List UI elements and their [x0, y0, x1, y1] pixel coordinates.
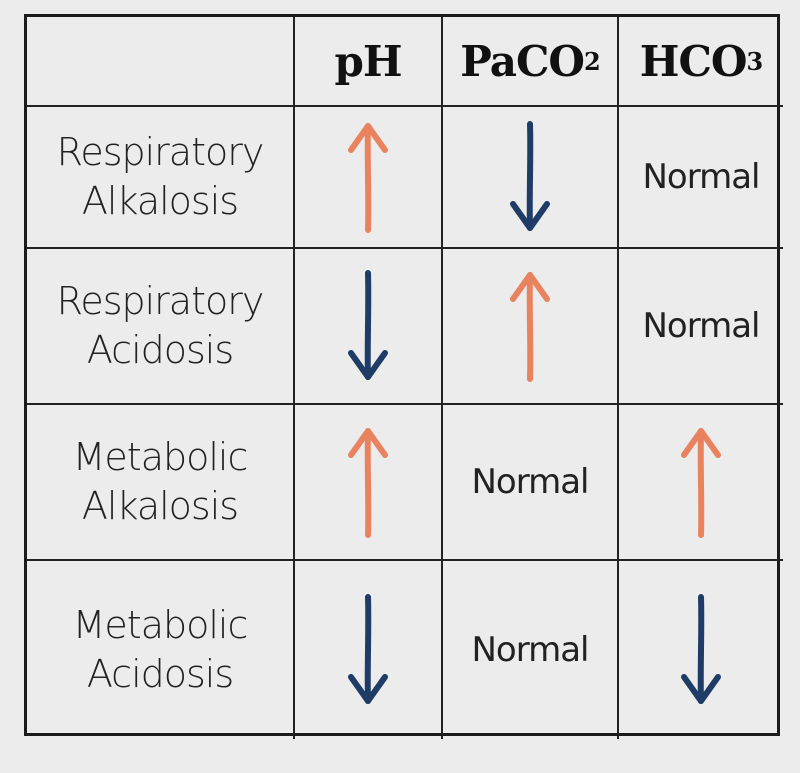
hco3-cell: Normal: [619, 107, 783, 249]
header-hco3: HCO 3: [619, 17, 783, 107]
paco2-cell: Normal: [443, 405, 619, 561]
row-label-line2: Acidosis: [86, 328, 234, 372]
normal-text: Normal: [471, 630, 589, 670]
header-paco2-sub: 2: [583, 46, 601, 76]
paco2-cell: Normal: [443, 561, 619, 739]
row-label-line1: Metabolic: [72, 602, 249, 647]
down-arrow-icon: [348, 594, 388, 704]
row-label: Metabolic Acidosis: [27, 561, 295, 739]
up-arrow-icon: [348, 428, 388, 538]
paco2-cell: [443, 107, 619, 249]
row-label-line1: Metabolic: [72, 434, 249, 479]
row-label-line2: Alkalosis: [81, 484, 239, 528]
row-label-line2: Acidosis: [86, 652, 234, 696]
normal-text: Normal: [642, 306, 760, 346]
header-hco3-main: HCO: [639, 36, 748, 86]
header-ph: pH: [295, 17, 443, 107]
row-label: Metabolic Alkalosis: [27, 405, 295, 561]
down-arrow-icon: [510, 121, 550, 231]
row-label-line2: Alkalosis: [81, 179, 239, 223]
row-label-line1: Respiratory: [56, 278, 265, 323]
ph-cell: [295, 249, 443, 405]
normal-text: Normal: [642, 157, 760, 197]
hco3-cell: Normal: [619, 249, 783, 405]
hco3-cell: [619, 561, 783, 739]
paco2-cell: [443, 249, 619, 405]
row-label: Respiratory Alkalosis: [27, 107, 295, 249]
ph-cell: [295, 561, 443, 739]
ph-cell: [295, 405, 443, 561]
row-label-line1: Respiratory: [56, 129, 265, 174]
up-arrow-icon: [681, 428, 721, 538]
hco3-cell: [619, 405, 783, 561]
ph-cell: [295, 107, 443, 249]
down-arrow-icon: [348, 270, 388, 380]
up-arrow-icon: [510, 272, 550, 382]
row-label: Respiratory Acidosis: [27, 249, 295, 405]
header-paco2-main: PaCO: [460, 36, 585, 86]
corner-cell: [27, 17, 295, 107]
normal-text: Normal: [471, 462, 589, 502]
header-hco3-sub: 3: [746, 46, 764, 76]
header-paco2: PaCO 2: [443, 17, 619, 107]
up-arrow-icon: [348, 123, 388, 233]
down-arrow-icon: [681, 594, 721, 704]
acid-base-table: pH PaCO 2 HCO 3 Respiratory Alkalosis Norm…: [24, 14, 783, 739]
